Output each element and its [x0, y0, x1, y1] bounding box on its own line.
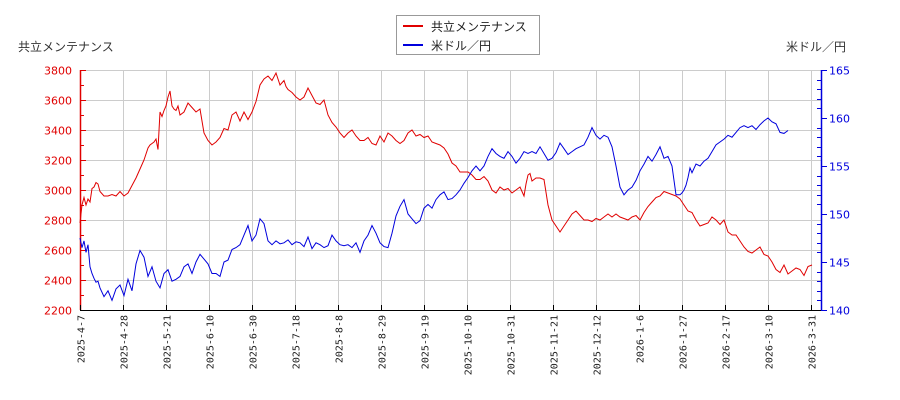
- svg-text:2025-5-21: 2025-5-21: [163, 315, 174, 369]
- legend-item-kyoritsu: 共立メンテナンス: [403, 17, 527, 35]
- legend-item-usdjpy: 米ドル／円: [403, 36, 491, 54]
- svg-text:2200: 2200: [44, 305, 72, 318]
- legend-swatch-blue: [403, 44, 423, 46]
- svg-text:150: 150: [829, 209, 850, 222]
- svg-text:2026-1-6: 2026-1-6: [636, 315, 647, 363]
- svg-text:2026-3-31: 2026-3-31: [808, 315, 819, 369]
- svg-text:3200: 3200: [44, 155, 72, 168]
- legend-label: 米ドル／円: [431, 38, 492, 53]
- svg-text:2025-10-10: 2025-10-10: [464, 315, 475, 375]
- svg-text:2025-8-8: 2025-8-8: [335, 315, 346, 363]
- svg-text:155: 155: [829, 161, 850, 174]
- right-y-axis: 140 145 150 155 160 165: [817, 65, 850, 318]
- svg-text:2800: 2800: [44, 215, 72, 228]
- left-y-axis: 2200 2400 2600 2800 3000 3200 3400 3600 3800: [44, 65, 86, 318]
- series-line-usdjpy: [79, 117, 789, 302]
- left-axis-title: 共立メンテナンス: [18, 40, 114, 54]
- svg-text:2400: 2400: [44, 275, 72, 288]
- x-axis: 2025-4-7 2025-4-28 2025-5-21 2025-6-10 2025-…: [77, 305, 821, 375]
- svg-text:2026-1-27: 2026-1-27: [679, 315, 690, 369]
- svg-text:2026-2-17: 2026-2-17: [722, 315, 733, 369]
- series-line-kyoritsu: [79, 71, 813, 277]
- svg-text:2600: 2600: [44, 245, 72, 258]
- right-axis-title: 米ドル／円: [786, 40, 847, 54]
- svg-text:3000: 3000: [44, 185, 72, 198]
- svg-text:2025-8-29: 2025-8-29: [378, 315, 389, 369]
- svg-text:2025-10-31: 2025-10-31: [507, 315, 518, 375]
- svg-text:2025-7-18: 2025-7-18: [292, 315, 303, 369]
- svg-text:3400: 3400: [44, 125, 72, 138]
- svg-text:140: 140: [829, 305, 850, 318]
- svg-text:2025-12-12: 2025-12-12: [593, 315, 604, 375]
- svg-text:2026-3-10: 2026-3-10: [765, 315, 776, 369]
- svg-text:165: 165: [829, 65, 850, 78]
- svg-text:3600: 3600: [44, 95, 72, 108]
- svg-text:2025-4-28: 2025-4-28: [120, 315, 131, 369]
- svg-text:2025-4-7: 2025-4-7: [77, 315, 88, 363]
- svg-text:160: 160: [829, 113, 850, 126]
- svg-text:2025-11-21: 2025-11-21: [550, 315, 561, 375]
- svg-text:2025-6-30: 2025-6-30: [249, 315, 260, 369]
- svg-text:2025-6-10: 2025-6-10: [206, 315, 217, 369]
- legend-swatch-red: [403, 25, 423, 27]
- svg-text:2025-9-19: 2025-9-19: [421, 315, 432, 369]
- legend: 共立メンテナンス 米ドル／円: [396, 15, 540, 55]
- svg-text:145: 145: [829, 257, 850, 270]
- legend-label: 共立メンテナンス: [431, 19, 527, 34]
- svg-text:3800: 3800: [44, 65, 72, 78]
